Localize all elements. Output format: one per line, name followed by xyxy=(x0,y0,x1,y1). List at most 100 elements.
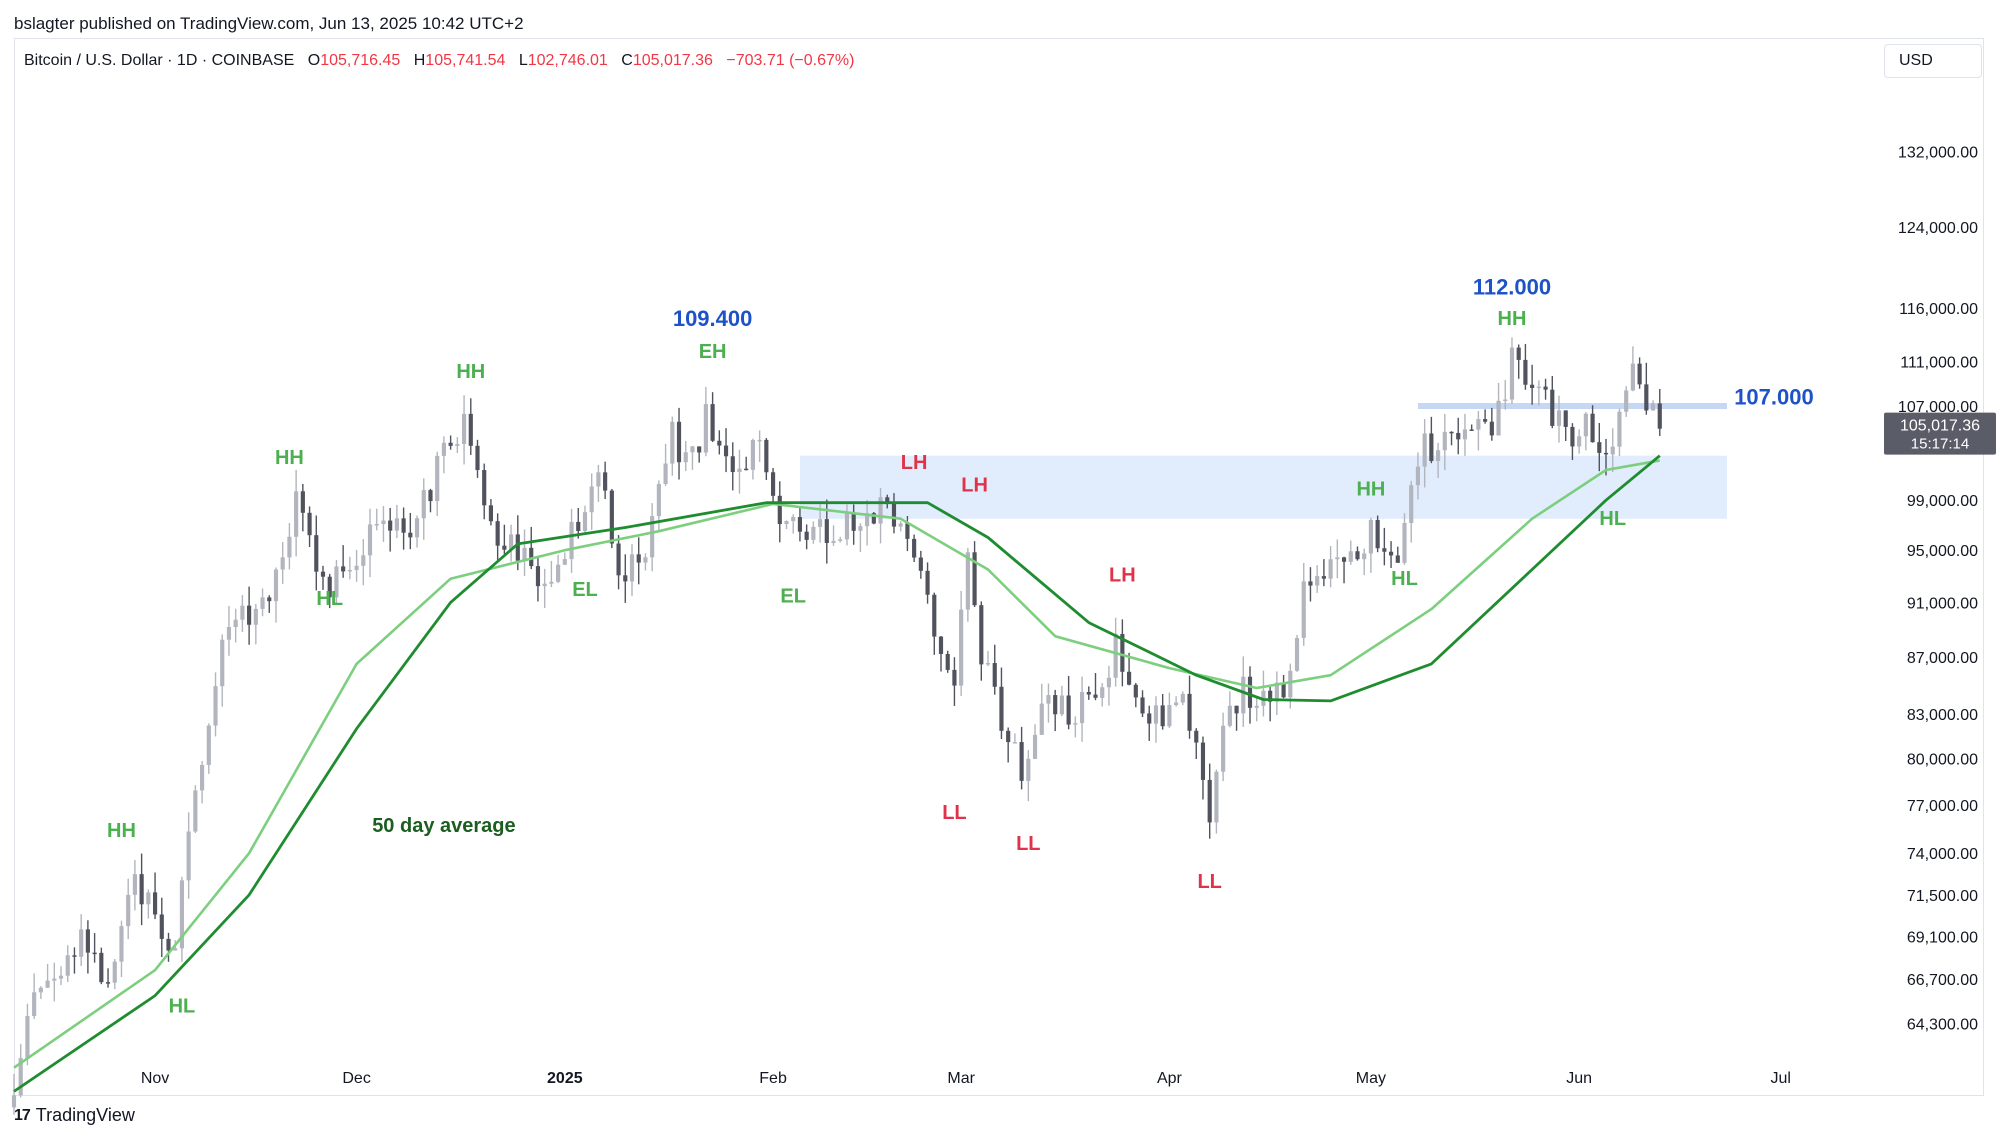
y-tick-label: 99,000.00 xyxy=(1907,493,1978,510)
candle-body xyxy=(1516,347,1521,360)
candle-body xyxy=(596,472,601,487)
candle-body xyxy=(300,491,305,513)
close-label: C xyxy=(621,52,633,69)
candle-body xyxy=(851,512,856,531)
candle-body xyxy=(535,566,541,587)
candle-body xyxy=(247,605,252,625)
candle-body xyxy=(11,1095,17,1108)
candle-body xyxy=(1174,702,1179,706)
candle-body xyxy=(844,512,850,540)
candle-body xyxy=(448,442,453,446)
moving-averages-layer xyxy=(13,454,1661,1093)
candle-body xyxy=(455,443,460,446)
candle-body xyxy=(1227,705,1232,726)
candle-body xyxy=(79,929,84,957)
open-value: 105,716.45 xyxy=(320,52,401,69)
candle-body xyxy=(287,536,292,558)
candle-body xyxy=(488,505,494,522)
candle-body xyxy=(1153,705,1159,724)
candle-body xyxy=(811,526,816,540)
candle-body xyxy=(1630,363,1635,391)
candle-body xyxy=(932,594,937,637)
candle-body xyxy=(938,636,944,654)
candle-body xyxy=(979,605,984,665)
candle-body xyxy=(1469,429,1474,431)
candle-body xyxy=(1006,730,1011,743)
candle-body xyxy=(562,559,567,565)
open-label: O xyxy=(307,52,321,69)
candle-body xyxy=(341,566,346,572)
candle-body xyxy=(1496,400,1501,436)
candle-body xyxy=(1301,581,1306,638)
symbol-title[interactable]: Bitcoin / U.S. Dollar · 1D · COINBASE xyxy=(24,52,295,69)
candle-body xyxy=(388,520,393,531)
candle-body xyxy=(1415,466,1421,486)
candle-body xyxy=(1207,779,1212,823)
candle-body xyxy=(582,512,588,532)
candle-body xyxy=(1456,432,1461,440)
candle-body xyxy=(623,575,628,582)
candle-body xyxy=(173,948,178,951)
candle-body xyxy=(1254,705,1259,708)
candle-body xyxy=(408,532,413,538)
candle-body xyxy=(1093,694,1098,698)
annotation-label: HH xyxy=(456,361,485,383)
candle-body xyxy=(1610,446,1615,455)
candle-body xyxy=(354,565,359,571)
candle-body xyxy=(549,581,554,584)
y-tick-label: 124,000.00 xyxy=(1898,220,1978,237)
candle-body xyxy=(441,442,446,456)
candle-body xyxy=(334,566,339,598)
candle-body xyxy=(1402,522,1407,563)
candle-body xyxy=(374,524,379,526)
candle-body xyxy=(1281,682,1286,698)
annotation-label: LH xyxy=(961,475,988,497)
candle-body xyxy=(1476,419,1481,430)
candle-body xyxy=(556,564,561,582)
y-tick-label: 77,000.00 xyxy=(1907,798,1978,815)
candle-body xyxy=(240,605,245,620)
candle-body xyxy=(119,926,124,962)
candle-body xyxy=(1268,690,1273,702)
candle-body xyxy=(401,518,406,533)
candle-body xyxy=(1409,485,1414,523)
tradingview-brand[interactable]: 17 TradingView xyxy=(14,1105,135,1126)
candle-body xyxy=(1113,633,1118,678)
annotation-label: HL xyxy=(169,995,196,1017)
candles-layer xyxy=(11,337,1662,1115)
candle-body xyxy=(1489,421,1494,436)
candle-body xyxy=(690,446,695,453)
x-tick-label: Apr xyxy=(1157,1070,1183,1087)
candle-body xyxy=(1187,693,1192,731)
candle-body xyxy=(965,552,970,610)
candle-body xyxy=(643,557,648,563)
candle-body xyxy=(233,619,238,628)
annotation-label: 107.000 xyxy=(1734,384,1814,409)
candle-body xyxy=(327,576,332,598)
candle-body xyxy=(200,764,205,791)
candle-body xyxy=(502,545,507,550)
candle-body xyxy=(838,539,843,541)
candle-body xyxy=(1563,410,1568,427)
candle-body xyxy=(1100,687,1105,698)
candle-body xyxy=(650,516,655,558)
bar-countdown: 15:17:14 xyxy=(1911,436,1969,453)
candle-body xyxy=(824,519,829,543)
candle-body xyxy=(1019,742,1024,781)
candle-body xyxy=(918,557,923,571)
candle-body xyxy=(1503,399,1508,402)
candle-body xyxy=(1059,695,1064,715)
y-tick-label: 71,500.00 xyxy=(1907,888,1978,905)
candle-body xyxy=(1079,691,1085,724)
candle-body xyxy=(576,521,581,532)
candle-body xyxy=(831,540,836,543)
y-tick-label: 80,000.00 xyxy=(1907,752,1978,769)
candle-body xyxy=(152,892,158,915)
candle-body xyxy=(1382,548,1387,552)
currency-button[interactable]: USD xyxy=(1884,44,1982,78)
candle-body xyxy=(972,552,977,606)
candle-body xyxy=(730,456,735,473)
y-tick-label: 69,100.00 xyxy=(1907,929,1978,946)
candle-body xyxy=(1012,742,1017,744)
